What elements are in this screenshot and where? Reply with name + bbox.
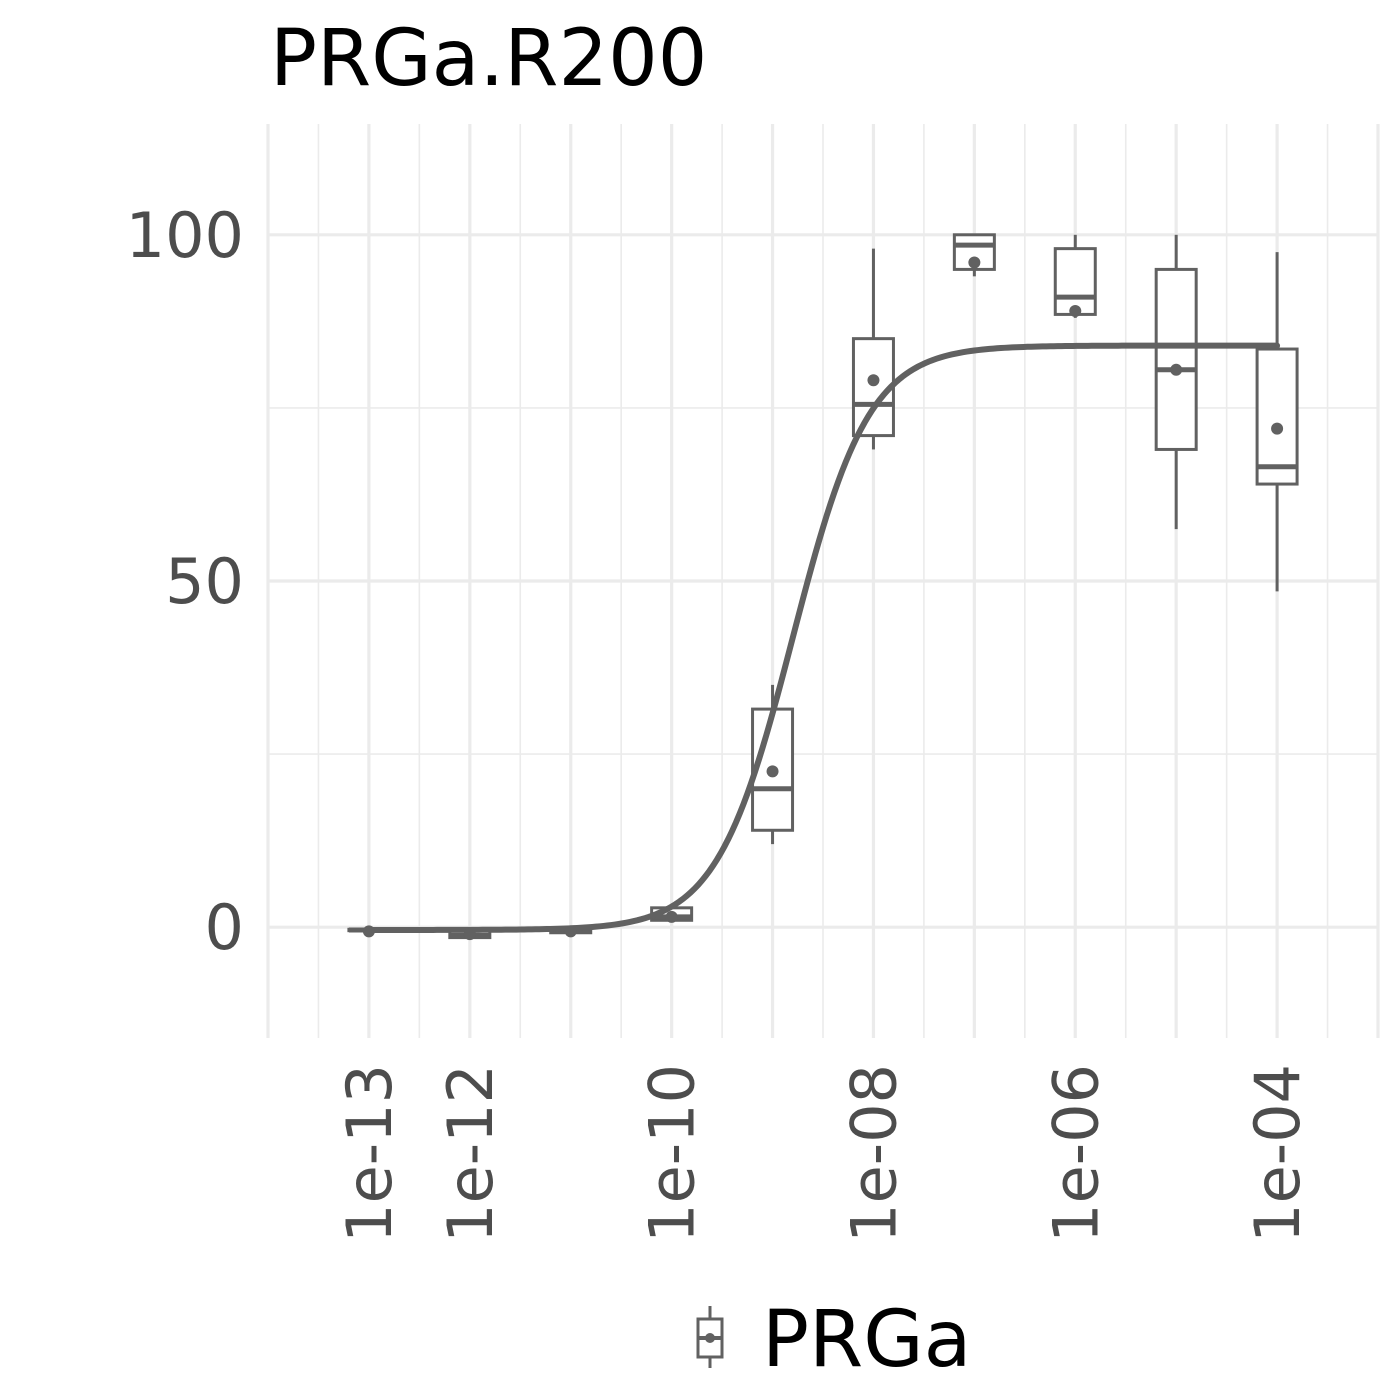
y-tick-label: 100 xyxy=(126,199,244,272)
box-plot xyxy=(851,248,895,450)
x-tick-label: 1e-04 xyxy=(1241,1064,1314,1243)
box xyxy=(1255,347,1299,486)
box-plot xyxy=(1053,234,1097,318)
box xyxy=(1053,247,1097,316)
x-tick-label: 1e-12 xyxy=(434,1064,507,1243)
legend: PRGa xyxy=(696,1295,971,1385)
plot-area xyxy=(347,233,1299,941)
box xyxy=(1154,267,1198,451)
x-tick-label: 1e-13 xyxy=(333,1064,406,1243)
y-axis: 0 50 100 xyxy=(126,199,244,964)
x-axis: 1e-13 1e-12 1e-10 1e-08 1e-06 1e-04 xyxy=(333,1064,1314,1243)
mean-point xyxy=(463,928,476,941)
mean-point xyxy=(362,925,375,938)
mean-point xyxy=(1271,422,1284,435)
fit-curve xyxy=(365,342,1281,933)
chart-title: PRGa.R200 xyxy=(270,14,707,104)
x-tick-label: 1e-06 xyxy=(1039,1064,1112,1243)
mean-point xyxy=(1170,363,1183,376)
grid xyxy=(266,124,1380,1038)
box-plot xyxy=(1154,234,1198,530)
mean-point xyxy=(665,910,678,923)
y-tick-label: 0 xyxy=(205,891,244,964)
x-tick-label: 1e-10 xyxy=(636,1064,709,1243)
legend-point xyxy=(705,1333,715,1343)
y-tick-label: 50 xyxy=(165,545,244,618)
mean-point xyxy=(766,765,779,778)
mean-point xyxy=(968,256,981,269)
mean-point xyxy=(867,374,880,387)
legend-key-icon xyxy=(696,1306,724,1368)
x-tick-label: 1e-08 xyxy=(837,1064,910,1243)
mean-point xyxy=(1069,304,1082,317)
box-plot xyxy=(1255,252,1299,592)
legend-label: PRGa xyxy=(762,1295,971,1385)
mean-point xyxy=(564,925,577,938)
box-plot xyxy=(952,233,996,277)
